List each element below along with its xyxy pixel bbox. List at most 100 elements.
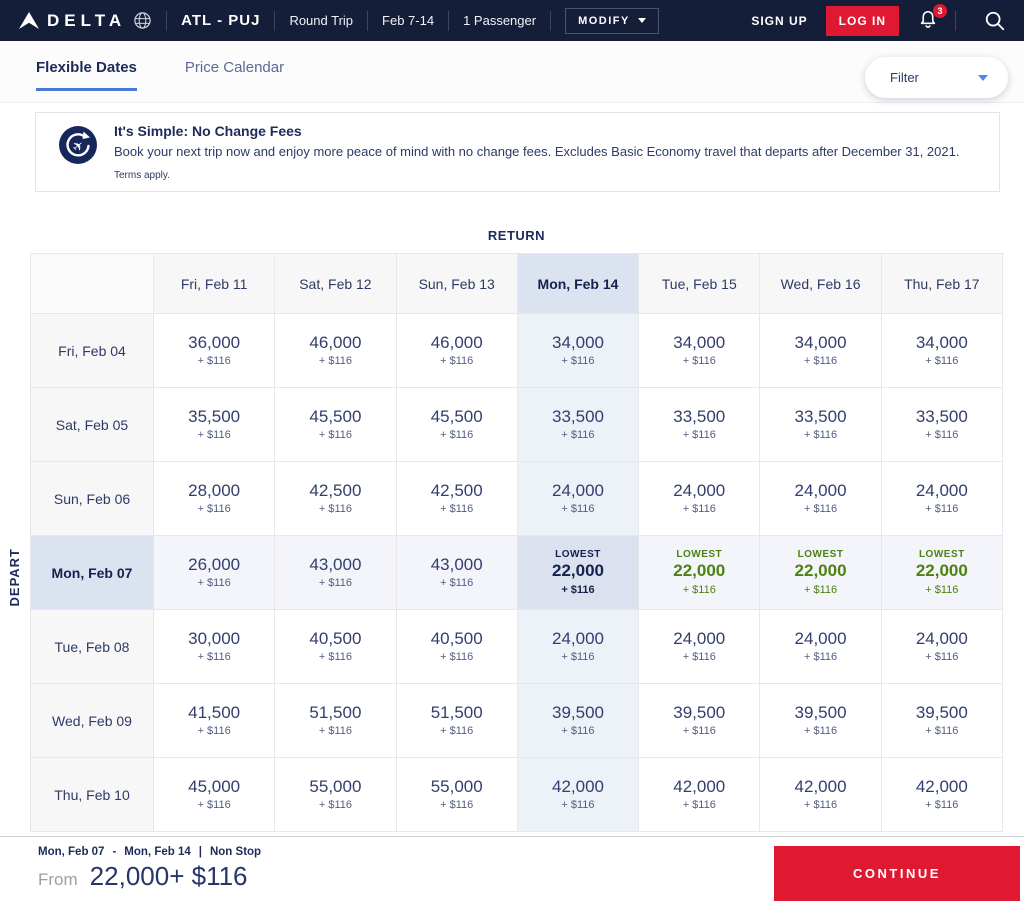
fare-cell[interactable]: 42,000 + $116 (638, 757, 761, 832)
fare-cell[interactable]: 42,000 + $116 (880, 757, 1004, 832)
tab-flexible-dates[interactable]: Flexible Dates (36, 59, 137, 91)
fare-cell[interactable]: 34,000 + $116 (880, 313, 1004, 388)
fare-cell[interactable]: 55,000 + $116 (395, 757, 518, 832)
fare-fee: + $116 (803, 725, 838, 738)
fare-cell[interactable]: 34,000 + $116 (759, 313, 882, 388)
fare-cell[interactable]: 33,500 + $116 (880, 387, 1004, 462)
search-button[interactable] (984, 10, 1006, 32)
fare-cell[interactable]: 26,000 + $116 (152, 535, 276, 610)
fare-cell[interactable]: 43,000 + $116 (274, 535, 397, 610)
route-label[interactable]: ATL - PUJ (181, 12, 261, 29)
fare-cell[interactable]: 42,500 + $116 (395, 461, 518, 536)
fare-cell[interactable]: 24,000 + $116 (759, 609, 882, 684)
fare-cell[interactable]: 39,500 + $116 (638, 683, 761, 758)
fare-miles: 24,000 (551, 480, 604, 500)
tab-price-calendar[interactable]: Price Calendar (184, 59, 285, 76)
depart-date-header[interactable]: Thu, Feb 10 (30, 757, 154, 832)
fare-cell[interactable]: 40,500 + $116 (395, 609, 518, 684)
fare-miles: 24,000 (551, 628, 604, 648)
depart-date-header[interactable]: Fri, Feb 04 (30, 313, 154, 388)
fare-miles: 24,000 (794, 480, 847, 500)
fare-cell[interactable]: 28,000 + $116 (152, 461, 276, 536)
fare-cell[interactable]: 24,000 + $116 (516, 461, 640, 536)
fare-cell[interactable]: 33,500 + $116 (638, 387, 761, 462)
modify-button[interactable]: MODIFY (565, 7, 659, 34)
banner-title: It's Simple: No Change Fees (114, 123, 302, 139)
trip-summary: Mon, Feb 07 - Mon, Feb 14 | Non Stop (38, 846, 261, 858)
table-row: Wed, Feb 09 41,500 + $116 51,500 + $116 51,50… (30, 683, 1004, 758)
fare-fee: + $116 (682, 799, 716, 812)
filter-dropdown[interactable]: Filter (865, 57, 1008, 98)
fare-miles: 55,000 (430, 776, 483, 796)
fare-fee: + $116 (803, 355, 838, 368)
fare-cell[interactable]: 36,000 + $116 (152, 313, 276, 388)
fare-cell[interactable]: 35,500 + $116 (152, 387, 276, 462)
depart-date-header[interactable]: Wed, Feb 09 (30, 683, 154, 758)
depart-date-header[interactable]: Sun, Feb 06 (30, 461, 154, 536)
delta-logo[interactable]: DELTA (18, 11, 152, 31)
chevron-down-icon (978, 74, 988, 81)
return-date-header[interactable]: Sun, Feb 13 (395, 253, 518, 314)
sign-up-link[interactable]: SIGN UP (751, 13, 808, 28)
lowest-badge: LOWEST (676, 549, 723, 561)
fare-cell[interactable]: 45,000 + $116 (152, 757, 276, 832)
fare-cell[interactable]: 24,000 + $116 (638, 461, 761, 536)
fare-cell[interactable]: 51,500 + $116 (274, 683, 397, 758)
return-date-header[interactable]: Tue, Feb 15 (638, 253, 761, 314)
fare-cell[interactable]: 24,000 + $116 (638, 609, 761, 684)
depart-date-header[interactable]: Mon, Feb 07 (30, 535, 154, 610)
fare-miles: 42,000 (673, 776, 726, 796)
return-date-header[interactable]: Sat, Feb 12 (274, 253, 397, 314)
fare-cell[interactable]: 42,000 + $116 (516, 757, 640, 832)
trip-type-label[interactable]: Round Trip (289, 13, 354, 28)
fare-cell[interactable]: 51,500 + $116 (395, 683, 518, 758)
fare-cell[interactable]: LOWEST 22,000 + $116 (516, 535, 640, 610)
passenger-count-label[interactable]: 1 Passenger (463, 13, 537, 28)
fare-cell[interactable]: LOWEST 22,000 + $116 (880, 535, 1004, 610)
fare-cell[interactable]: 24,000 + $116 (880, 461, 1004, 536)
continue-button[interactable]: CONTINUE (774, 846, 1020, 901)
fare-cell[interactable]: 45,500 + $116 (274, 387, 397, 462)
trip-dates-label[interactable]: Feb 7-14 (382, 13, 435, 28)
log-in-button[interactable]: LOG IN (825, 5, 899, 36)
depart-date-header[interactable]: Tue, Feb 08 (30, 609, 154, 684)
fare-cell[interactable]: 39,500 + $116 (516, 683, 640, 758)
fare-cell[interactable]: 24,000 + $116 (880, 609, 1004, 684)
fare-cell[interactable]: 46,000 + $116 (274, 313, 397, 388)
fare-cell[interactable]: 45,500 + $116 (395, 387, 518, 462)
fare-cell[interactable]: 34,000 + $116 (516, 313, 640, 388)
fare-cell[interactable]: 24,000 + $116 (516, 609, 640, 684)
fare-miles: 33,500 (915, 406, 968, 426)
divider (367, 10, 369, 31)
fare-cell[interactable]: 55,000 + $116 (274, 757, 397, 832)
summary-return-date: Mon, Feb 14 (124, 846, 191, 858)
fare-fee: + $116 (682, 429, 716, 442)
filter-label: Filter (890, 70, 919, 85)
notifications-button[interactable]: 3 (917, 3, 947, 34)
fare-cell[interactable]: 42,000 + $116 (759, 757, 882, 832)
banner-terms-link[interactable]: Terms apply. (114, 170, 170, 181)
return-date-header[interactable]: Wed, Feb 16 (759, 253, 882, 314)
fare-cell[interactable]: 30,000 + $116 (152, 609, 276, 684)
fare-cell[interactable]: 42,500 + $116 (274, 461, 397, 536)
fare-cell[interactable]: 34,000 + $116 (638, 313, 761, 388)
fare-cell[interactable]: 33,500 + $116 (516, 387, 640, 462)
fare-cell[interactable]: LOWEST 22,000 + $116 (638, 535, 761, 610)
fare-cell[interactable]: 39,500 + $116 (759, 683, 882, 758)
fare-cell[interactable]: 43,000 + $116 (395, 535, 518, 610)
fare-miles: 45,000 (188, 776, 241, 796)
fare-cell[interactable]: 40,500 + $116 (274, 609, 397, 684)
fare-cell[interactable]: 41,500 + $116 (152, 683, 276, 758)
return-date-header[interactable]: Thu, Feb 17 (880, 253, 1004, 314)
fare-cell[interactable]: 24,000 + $116 (759, 461, 882, 536)
fare-cell[interactable]: 39,500 + $116 (880, 683, 1004, 758)
table-row: Thu, Feb 10 45,000 + $116 55,000 + $116 55,00… (30, 757, 1004, 832)
return-date-header[interactable]: Mon, Feb 14 (516, 253, 640, 314)
return-date-header[interactable]: Fri, Feb 11 (152, 253, 276, 314)
fare-cell[interactable]: LOWEST 22,000 + $116 (759, 535, 882, 610)
fare-fee: + $116 (318, 577, 352, 590)
fare-cell[interactable]: 33,500 + $116 (759, 387, 882, 462)
depart-date-header[interactable]: Sat, Feb 05 (30, 387, 154, 462)
fare-cell[interactable]: 46,000 + $116 (395, 313, 518, 388)
matrix-corner-cell (30, 253, 154, 314)
